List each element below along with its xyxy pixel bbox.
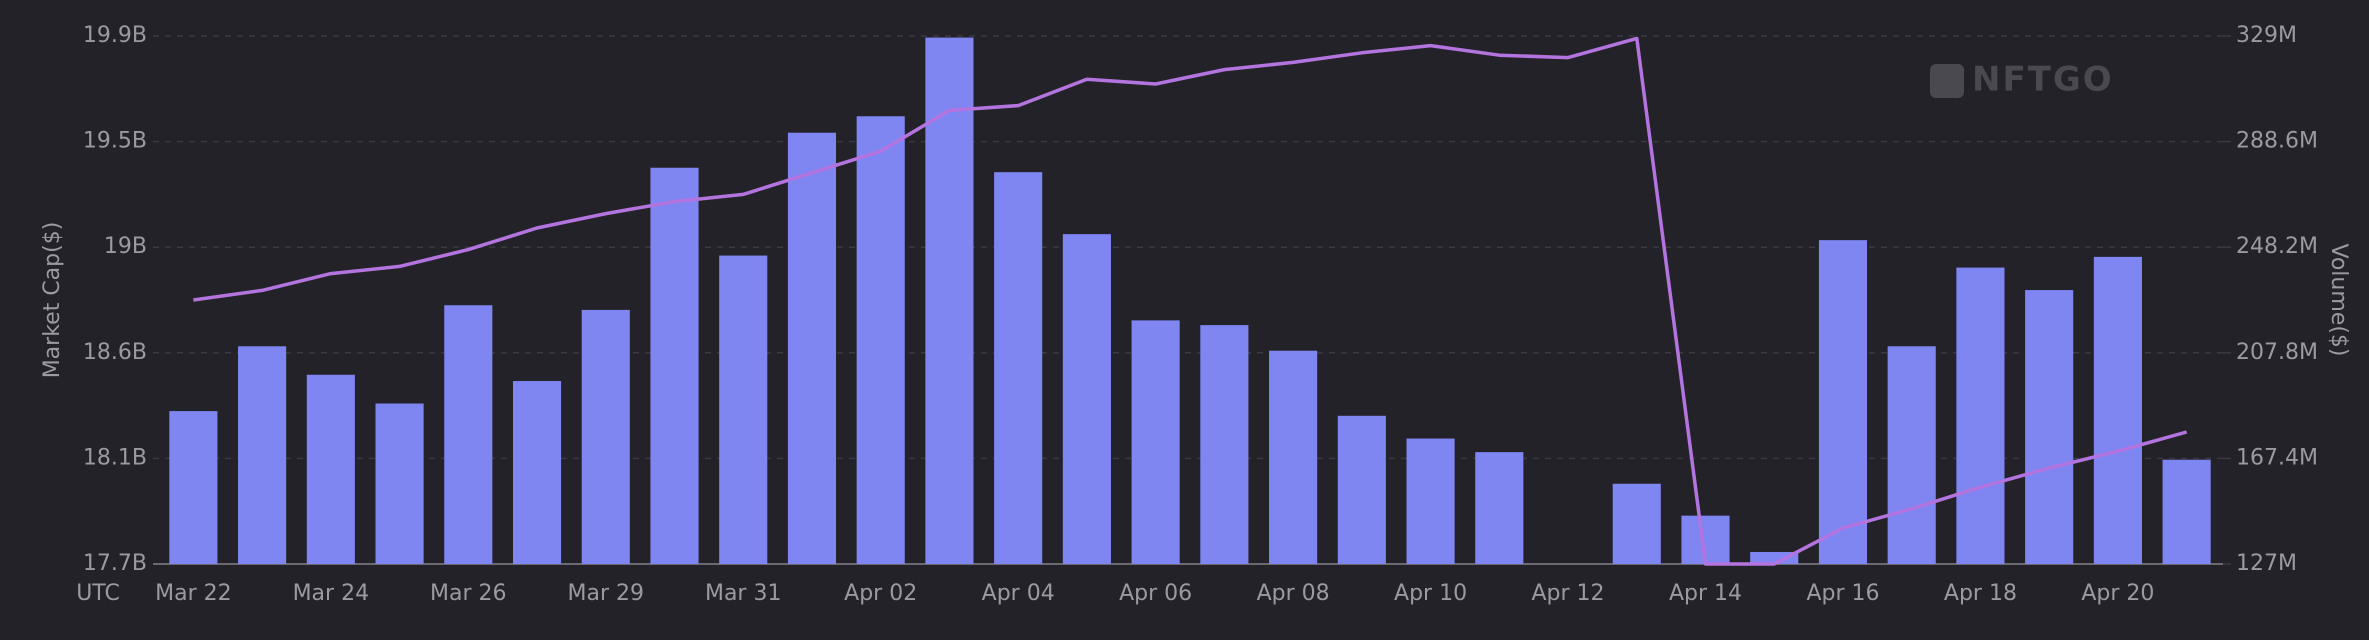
- bar: [306, 374, 355, 564]
- bar: [650, 167, 699, 564]
- watermark-text: NFTGO: [1972, 60, 2114, 100]
- bar: [1062, 234, 1111, 565]
- x-tick-label: Mar 26: [430, 581, 507, 606]
- bar: [1750, 551, 1799, 564]
- watermark: NFTGO: [1930, 60, 2114, 100]
- x-tick-label: Apr 20: [2081, 581, 2154, 606]
- bar: [994, 172, 1043, 564]
- bar: [375, 403, 424, 564]
- bar: [1956, 267, 2005, 564]
- bar: [1200, 325, 1249, 564]
- y2-axis-label: Volume($): [2326, 244, 2351, 357]
- bar: [2025, 290, 2074, 564]
- bar: [2162, 459, 2211, 564]
- y-axis-label: Market Cap($): [40, 222, 65, 379]
- x-tick-label: Apr 14: [1669, 581, 1742, 606]
- bar: [1612, 483, 1661, 564]
- y-tick-label: 19.9B: [83, 23, 147, 48]
- y2-tick-label: 248.2M: [2236, 234, 2318, 259]
- x-tick-label: Mar 22: [155, 581, 232, 606]
- x-tick-label: Apr 06: [1119, 581, 1192, 606]
- y-tick-label: 19.5B: [83, 129, 147, 154]
- x-tick-label: Apr 02: [844, 581, 917, 606]
- x-tick-label: Apr 12: [1532, 581, 1605, 606]
- x-tick-label: Mar 29: [568, 581, 645, 606]
- bar: [444, 305, 493, 564]
- bar: [1887, 346, 1936, 564]
- bar: [1269, 350, 1318, 564]
- bar: [581, 309, 630, 564]
- line: [193, 36, 2188, 566]
- y-tick-label: 18.6B: [83, 340, 147, 365]
- bar: [512, 381, 562, 564]
- x-tick-label: Apr 08: [1257, 581, 1330, 606]
- y2-tick-label: 288.6M: [2236, 129, 2318, 154]
- bar: [238, 346, 287, 564]
- y2-tick-label: 329M: [2236, 23, 2297, 48]
- bar: [169, 411, 218, 564]
- watermark-logo: [1930, 64, 1964, 98]
- bar: [1131, 320, 1180, 564]
- bar: [1337, 415, 1386, 564]
- bar: [787, 132, 837, 564]
- y2-tick-label: 127M: [2236, 551, 2297, 576]
- y2-tick-label: 207.8M: [2236, 340, 2318, 365]
- y-tick-label: 19B: [104, 234, 147, 259]
- x-tick-label: Mar 31: [705, 581, 782, 606]
- x-tick-label: Apr 10: [1394, 581, 1467, 606]
- y-tick-label: 17.7B: [83, 551, 147, 576]
- x-tick-label: Apr 04: [982, 581, 1055, 606]
- x-axis-label: UTC: [76, 581, 120, 606]
- bar: [925, 37, 974, 565]
- y2-tick-label: 167.4M: [2236, 445, 2318, 470]
- y-tick-label: 18.1B: [83, 445, 147, 470]
- bar: [1406, 438, 1455, 564]
- bar: [1475, 452, 1524, 564]
- bar: [2093, 256, 2142, 564]
- bar: [1818, 240, 1868, 564]
- x-tick-label: Apr 18: [1944, 581, 2017, 606]
- bar: [856, 116, 905, 564]
- bar: [719, 255, 768, 564]
- x-tick-label: Apr 16: [1806, 581, 1879, 606]
- x-tick-label: Mar 24: [293, 581, 370, 606]
